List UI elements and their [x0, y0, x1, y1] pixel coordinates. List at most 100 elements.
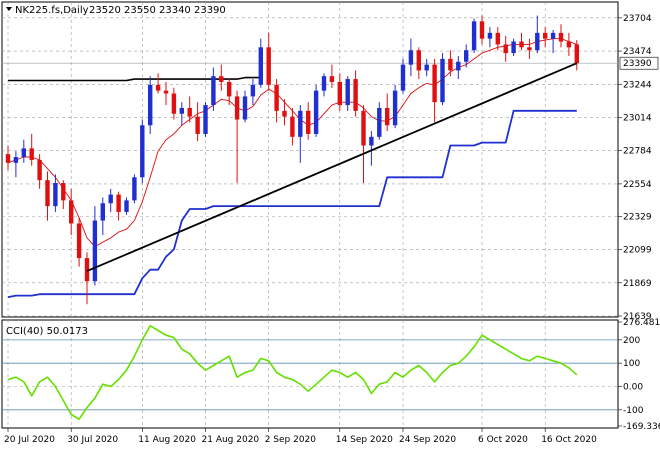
- candle-body: [345, 79, 350, 106]
- candle-body: [187, 107, 192, 117]
- date-tick-label: 6 Oct 2020: [478, 435, 528, 445]
- candle-body: [13, 157, 19, 163]
- candle-body: [282, 110, 287, 117]
- price-tick-label: 22554: [623, 180, 652, 190]
- candle-body: [471, 21, 477, 51]
- candle-body: [155, 84, 161, 91]
- resistance-line: [8, 76, 261, 82]
- candle-body: [432, 64, 437, 103]
- last-price-badge: [619, 56, 659, 70]
- date-tick-label: 24 Sep 2020: [399, 435, 456, 445]
- candle-body: [171, 93, 177, 114]
- candle-body: [242, 96, 248, 120]
- candle-body: [456, 61, 461, 71]
- candle-body: [377, 107, 382, 137]
- collapse-triangle-icon: [6, 7, 12, 11]
- candle-body: [519, 41, 524, 48]
- kijun-line: [7, 109, 577, 298]
- candle-body: [5, 154, 11, 163]
- cci-tick-label: 276.4817: [623, 318, 660, 328]
- candle-body: [69, 200, 74, 224]
- candle-body: [250, 84, 256, 97]
- candle-body: [566, 41, 572, 48]
- candle-body: [227, 81, 232, 97]
- price-tick-label: 21869: [623, 279, 652, 289]
- candle-body: [124, 200, 129, 212]
- price-tick-label: 23014: [623, 113, 652, 123]
- date-tick-label: 11 Aug 2020: [138, 435, 196, 445]
- candle-body: [29, 148, 34, 160]
- candle-body: [100, 203, 105, 221]
- candle-body: [392, 90, 398, 126]
- date-axis: 20 Jul 2020 30 Jul 2020 11 Aug 2020 21 Aug …: [4, 428, 597, 445]
- candle-body: [45, 180, 50, 207]
- candle-body: [140, 125, 145, 178]
- candle-body: [148, 84, 153, 126]
- candle-body: [258, 47, 263, 85]
- candle-body: [479, 21, 485, 39]
- candle-body: [408, 50, 414, 65]
- cci-level-lines: [2, 339, 618, 411]
- candle-body: [511, 41, 516, 54]
- kijun-series: [7, 109, 577, 298]
- cci-series: [7, 324, 578, 421]
- candle-body: [21, 148, 26, 158]
- candle-body: [92, 220, 98, 282]
- cci-tick-label: -169.336: [623, 422, 660, 432]
- candle-body: [84, 258, 90, 282]
- chart-ohlc-values: 23520 23550 23340 23390: [89, 5, 226, 16]
- candle-body: [274, 84, 279, 111]
- candle-body: [61, 183, 66, 201]
- cci-axis: 276.4817 200 100 0.00 -100 -169.336: [618, 318, 660, 432]
- candle-body: [163, 90, 169, 94]
- date-tick-label: 21 Aug 2020: [202, 435, 260, 445]
- candle-body: [353, 79, 358, 111]
- trend-segment: [86, 62, 578, 272]
- candle-body: [464, 50, 469, 62]
- candle-body: [306, 110, 311, 134]
- date-tick-label: 30 Jul 2020: [67, 435, 118, 445]
- candle-body: [132, 177, 137, 201]
- candle-body: [321, 76, 327, 91]
- chart-symbol-title: NK225.fs,Daily: [15, 5, 89, 16]
- date-tick-label: 2 Sep 2020: [265, 435, 317, 445]
- resistance-series: [8, 76, 261, 82]
- price-tick-label: 21639: [623, 312, 652, 322]
- candle-body: [369, 136, 374, 146]
- candle-body: [574, 44, 579, 64]
- price-tick-label: 22099: [623, 246, 652, 256]
- candle-body: [361, 110, 366, 146]
- candle-body: [266, 47, 271, 85]
- cci-tick-label: -100: [623, 406, 644, 416]
- candle-body: [424, 64, 429, 71]
- candle-body: [76, 223, 82, 259]
- price-axis: 23704 23474 23244 23014 22784 22554 22329 22099…: [618, 14, 652, 322]
- candle-body: [440, 58, 445, 103]
- candle-body: [211, 76, 216, 106]
- candle-body: [416, 50, 421, 71]
- candle-body: [203, 105, 208, 134]
- candle-body: [495, 32, 500, 45]
- candle-body: [535, 32, 540, 51]
- date-tick-label: 14 Sep 2020: [336, 435, 393, 445]
- candle-body: [290, 116, 295, 137]
- price-tick-label: 22784: [623, 147, 652, 157]
- candle-body: [385, 107, 390, 126]
- candle-body: [550, 32, 556, 39]
- candle-body: [116, 194, 121, 212]
- candle-body: [503, 44, 508, 54]
- candle-body: [234, 96, 240, 120]
- candle-body: [558, 32, 564, 42]
- candles: [5, 15, 579, 305]
- candle-body: [543, 32, 548, 39]
- candle-body: [219, 76, 224, 82]
- candle-body: [313, 90, 319, 134]
- cci-title: CCI(40) 50.0173: [6, 326, 88, 337]
- price-tick-label: 23474: [623, 47, 652, 57]
- candle-body: [448, 58, 453, 71]
- last-price-label: 23390: [623, 59, 652, 69]
- cci-tick-label: 100: [623, 359, 640, 369]
- cci-line: [7, 324, 578, 421]
- candle-body: [298, 110, 303, 137]
